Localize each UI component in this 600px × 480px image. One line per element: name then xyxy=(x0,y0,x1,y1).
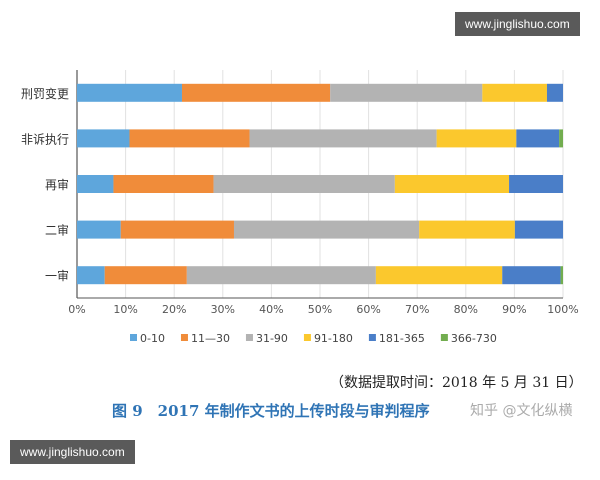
bar-segment xyxy=(560,266,563,285)
bar-segment xyxy=(77,129,130,148)
x-tick-label: 10% xyxy=(113,303,137,316)
x-tick-label: 80% xyxy=(454,303,478,316)
bar-segment xyxy=(77,83,182,102)
bar-segment xyxy=(419,220,515,239)
legend-swatch xyxy=(245,334,253,341)
bar-segment xyxy=(129,129,250,148)
bar-segment xyxy=(514,220,563,239)
bar-segment xyxy=(516,129,560,148)
bar-segment xyxy=(77,175,114,193)
legend-swatch xyxy=(130,334,137,341)
stacked-bar-chart: 0% 10% 20% 30% 40% 50% 60% 70% 80% 90% 100% 刑罚变更非诉执… xyxy=(21,70,579,345)
figure-caption: 图 9 2017 年制作文书的上传时段与审判程序 xyxy=(112,402,430,420)
category-label: 再审 xyxy=(45,177,69,192)
data-source-note: （数据提取时间：2018 年 5 月 31 日） xyxy=(330,375,583,391)
category-label: 二审 xyxy=(45,223,69,238)
bar-segment xyxy=(120,220,234,239)
bar-segment xyxy=(249,129,437,148)
x-tick-label: 100% xyxy=(547,303,578,316)
legend-label: 181-365 xyxy=(379,332,425,345)
bar-segment xyxy=(436,129,517,148)
bar-segment xyxy=(77,220,121,239)
legend-label: 366-730 xyxy=(451,332,497,345)
bar-segment xyxy=(113,175,214,193)
x-tick-label: 90% xyxy=(502,303,526,316)
x-tick-label: 50% xyxy=(308,303,332,316)
legend-label: 11—30 xyxy=(191,332,230,345)
x-tick-label: 60% xyxy=(356,303,380,316)
bar-segment xyxy=(186,266,376,285)
bar-segment xyxy=(509,175,563,193)
bar-segment xyxy=(482,83,547,102)
bar-segment xyxy=(546,83,563,102)
watermark-top: www.jinglishuo.com xyxy=(455,12,580,36)
zhihu-watermark: 知乎 @文化纵横 xyxy=(470,403,573,419)
legend-label: 91-180 xyxy=(314,332,353,345)
legend-swatch xyxy=(368,334,376,341)
bar-segment xyxy=(559,129,563,148)
category-label: 一审 xyxy=(45,268,69,283)
x-tick-label: 70% xyxy=(405,303,429,316)
watermark-bottom: www.jinglishuo.com xyxy=(10,440,135,464)
bar-segment xyxy=(502,266,561,285)
category-label: 刑罚变更 xyxy=(21,86,69,101)
bar-segment xyxy=(181,83,331,102)
x-tick-label: 40% xyxy=(259,303,283,316)
bar-segment xyxy=(330,83,483,102)
bar-segment xyxy=(394,175,510,193)
legend-swatch xyxy=(440,334,448,341)
legend-label: 0-10 xyxy=(140,332,165,345)
legend-swatch xyxy=(303,334,311,341)
bar-segment xyxy=(77,266,105,285)
bar-segment xyxy=(213,175,395,193)
x-tick-label: 30% xyxy=(211,303,235,316)
bar-segment xyxy=(375,266,503,285)
legend-swatch xyxy=(180,334,188,341)
category-label: 非诉执行 xyxy=(21,132,69,146)
x-tick-label: 0% xyxy=(68,303,85,316)
bar-segment xyxy=(233,220,420,239)
legend-label: 31-90 xyxy=(256,332,288,345)
x-tick-label: 20% xyxy=(162,303,186,316)
bar-segment xyxy=(104,266,187,285)
